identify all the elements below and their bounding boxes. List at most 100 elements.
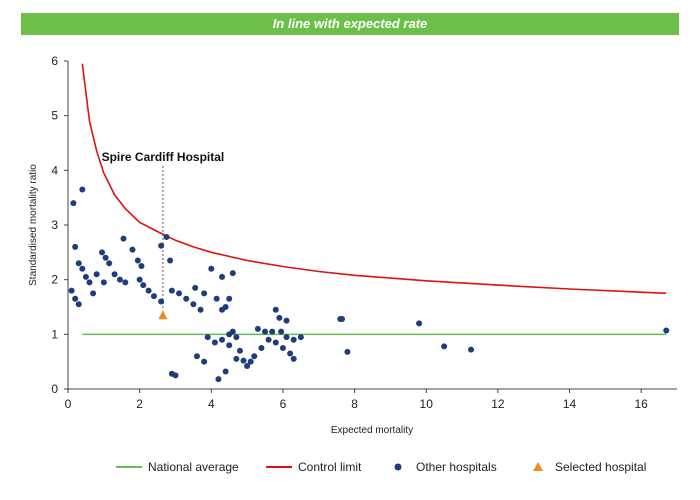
hospital-point <box>208 265 215 272</box>
legend-control-limit-label: Control limit <box>298 460 362 474</box>
x-tick-label: 4 <box>208 397 215 411</box>
hospital-point <box>111 271 118 278</box>
hospital-point <box>82 273 89 280</box>
hospital-point <box>86 279 93 286</box>
hospital-point <box>276 314 283 321</box>
hospital-point <box>70 200 77 207</box>
y-tick-label: 2 <box>51 273 58 287</box>
hospital-point <box>215 376 222 383</box>
legend-other-hospitals-swatch <box>394 463 402 471</box>
y-tick-label: 1 <box>51 327 58 341</box>
legend: National average Control limit Other hos… <box>116 460 646 474</box>
x-tick-label: 2 <box>136 397 143 411</box>
hospital-point <box>222 304 229 310</box>
hospital-point <box>290 336 297 343</box>
hospital-point <box>72 295 79 302</box>
x-axis-title: Expected mortality <box>331 425 413 436</box>
hospital-point <box>75 260 82 267</box>
hospital-point <box>219 273 226 280</box>
hospital-point <box>283 317 290 324</box>
hospital-point <box>90 290 97 297</box>
hospital-point <box>116 276 123 283</box>
hospital-point <box>222 368 229 375</box>
status-banner: In line with expected rate <box>21 13 679 35</box>
hospital-point <box>468 346 475 353</box>
selected-hospital-marker <box>158 310 168 320</box>
hospital-point <box>269 328 276 335</box>
hospital-point <box>297 334 304 341</box>
y-tick-label: 5 <box>51 109 58 123</box>
hospital-point <box>75 301 82 308</box>
hospital-point <box>168 370 175 377</box>
hospital-point <box>416 320 423 327</box>
hospital-point <box>100 279 107 286</box>
hospital-point <box>193 353 200 360</box>
annotation: Spire Cardiff Hospital <box>102 150 224 311</box>
hospital-point <box>254 325 261 332</box>
y-tick-label: 3 <box>51 218 58 232</box>
x-tick-label: 16 <box>634 397 648 411</box>
hospital-point <box>213 295 220 302</box>
hospital-point <box>99 249 106 256</box>
hospital-point <box>226 295 233 302</box>
hospital-point <box>287 350 294 357</box>
hospital-point <box>72 243 79 250</box>
hospital-point <box>192 284 199 291</box>
y-tick-label: 0 <box>51 382 58 396</box>
hospital-point <box>204 334 211 341</box>
y-tick-label: 4 <box>51 163 58 177</box>
hospital-point <box>258 345 265 351</box>
hospital-point <box>240 357 247 364</box>
hospital-point <box>201 358 208 365</box>
x-tick-label: 0 <box>65 397 72 411</box>
hospital-point <box>279 345 286 351</box>
hospital-point <box>244 363 251 370</box>
hospital-point <box>138 263 145 269</box>
legend-national-average-label: National average <box>148 460 239 474</box>
hospital-point <box>168 287 175 294</box>
legend-selected-hospital-label: Selected hospital <box>555 460 646 474</box>
y-tick-label: 6 <box>51 54 58 68</box>
hospital-point <box>265 336 272 343</box>
x-tick-label: 14 <box>563 397 577 411</box>
hospital-point <box>247 358 254 365</box>
hospital-point <box>272 306 279 313</box>
hospital-point <box>102 254 109 261</box>
hospital-point <box>150 293 157 300</box>
hospital-point <box>339 316 346 323</box>
x-tick-label: 6 <box>280 397 287 411</box>
hospital-point <box>167 257 174 264</box>
curves <box>81 63 667 336</box>
hospital-point <box>229 270 236 277</box>
hospital-point <box>441 343 448 350</box>
hospital-point <box>190 301 197 308</box>
hospital-point <box>272 339 279 346</box>
hospital-point <box>226 342 233 349</box>
hospital-point <box>251 353 258 360</box>
hospital-point <box>176 290 183 297</box>
hospital-point <box>136 276 143 283</box>
control-limit-curve <box>81 63 667 295</box>
hospital-point <box>290 355 297 362</box>
legend-selected-hospital-swatch <box>533 462 543 471</box>
hospital-point <box>229 328 236 335</box>
hospital-point <box>211 339 218 346</box>
hospital-point <box>79 186 86 193</box>
hospital-point <box>120 235 127 242</box>
hospital-point <box>344 348 351 355</box>
hospital-point <box>197 306 204 313</box>
hospital-point <box>106 260 113 267</box>
hospital-point <box>79 265 86 272</box>
hospital-point <box>93 271 100 278</box>
hospital-point <box>140 282 147 289</box>
hospital-point <box>236 347 243 354</box>
hospital-point <box>163 234 170 241</box>
hospital-point <box>233 355 240 362</box>
hospital-point <box>68 287 75 294</box>
x-tick-label: 8 <box>351 397 358 411</box>
hospital-point <box>262 328 269 335</box>
hospital-point <box>233 334 240 341</box>
hospital-point <box>278 328 285 335</box>
